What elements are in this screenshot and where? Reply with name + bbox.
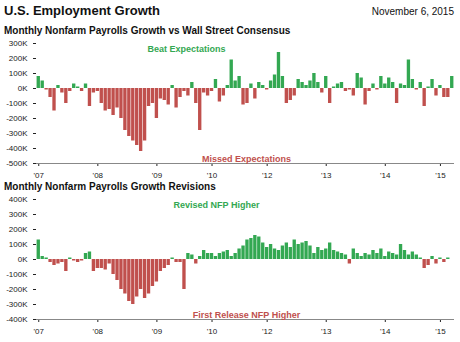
html-text:November 6, 2015: November 6, 2015 xyxy=(371,6,454,17)
svg-text:'14: '14 xyxy=(380,327,391,335)
svg-text:0K: 0K xyxy=(18,255,28,264)
svg-text:-300K: -300K xyxy=(6,300,28,309)
svg-text:300K: 300K xyxy=(9,210,28,219)
svg-text:400K: 400K xyxy=(9,195,28,204)
svg-text:'15: '15 xyxy=(435,171,446,179)
svg-text:'14: '14 xyxy=(380,171,391,179)
svg-text:0K: 0K xyxy=(18,84,28,93)
svg-text:-200K: -200K xyxy=(6,114,28,123)
svg-text:-400K: -400K xyxy=(6,315,28,324)
svg-text:'10: '10 xyxy=(207,327,218,335)
svg-text:200K: 200K xyxy=(9,54,28,63)
svg-text:-300K: -300K xyxy=(6,129,28,138)
html-text:Monthly Nonfarm Payrolls Growt: Monthly Nonfarm Payrolls Growth vs Wall … xyxy=(4,25,291,36)
svg-text:'15: '15 xyxy=(435,327,446,335)
svg-text:300K: 300K xyxy=(9,39,28,48)
svg-text:'13: '13 xyxy=(321,171,332,179)
svg-text:'07: '07 xyxy=(34,171,45,179)
svg-text:'09: '09 xyxy=(152,171,163,179)
svg-text:'08: '08 xyxy=(93,327,104,335)
svg-text:Beat Expectations: Beat Expectations xyxy=(147,44,225,54)
html-text:Monthly Nonfarm Payrolls Growt: Monthly Nonfarm Payrolls Growth Revision… xyxy=(4,181,216,192)
svg-text:'09: '09 xyxy=(152,327,163,335)
svg-text:-100K: -100K xyxy=(6,99,28,108)
svg-text:'10: '10 xyxy=(207,171,218,179)
svg-text:'08: '08 xyxy=(93,171,104,179)
svg-text:Revised NFP Higher: Revised NFP Higher xyxy=(174,200,260,210)
svg-text:200K: 200K xyxy=(9,225,28,234)
svg-text:100K: 100K xyxy=(9,240,28,249)
html-text:U.S. Employment Growth: U.S. Employment Growth xyxy=(4,3,160,18)
svg-text:-500K: -500K xyxy=(6,159,28,168)
svg-text:Missed Expectations: Missed Expectations xyxy=(202,154,291,164)
svg-text:-100K: -100K xyxy=(6,270,28,279)
svg-text:-200K: -200K xyxy=(6,285,28,294)
svg-text:100K: 100K xyxy=(9,69,28,78)
svg-text:'13: '13 xyxy=(321,327,332,335)
svg-text:-400K: -400K xyxy=(6,144,28,153)
svg-text:'12: '12 xyxy=(262,327,273,335)
svg-text:'12: '12 xyxy=(262,171,273,179)
svg-text:First Release NFP Higher: First Release NFP Higher xyxy=(193,310,301,320)
svg-text:'07: '07 xyxy=(34,327,45,335)
